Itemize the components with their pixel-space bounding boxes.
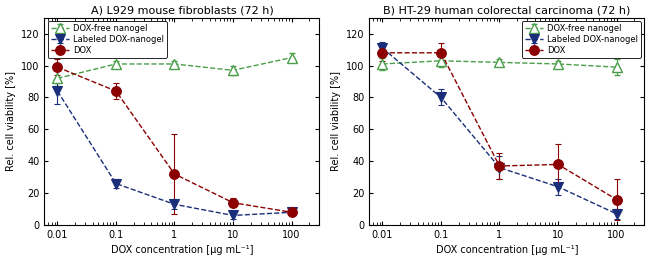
Legend: DOX-free nanogel, Labeled DOX-nanogel, DOX: DOX-free nanogel, Labeled DOX-nanogel, D… xyxy=(522,21,641,58)
Legend: DOX-free nanogel, Labeled DOX-nanogel, DOX: DOX-free nanogel, Labeled DOX-nanogel, D… xyxy=(48,21,167,58)
Title: A) L929 mouse fibroblasts (72 h): A) L929 mouse fibroblasts (72 h) xyxy=(90,5,274,16)
Y-axis label: Rel. cell viability [%]: Rel. cell viability [%] xyxy=(6,71,16,171)
Y-axis label: Rel. cell viability [%]: Rel. cell viability [%] xyxy=(331,71,341,171)
X-axis label: DOX concentration [µg mL⁻¹]: DOX concentration [µg mL⁻¹] xyxy=(111,245,254,256)
X-axis label: DOX concentration [µg mL⁻¹]: DOX concentration [µg mL⁻¹] xyxy=(436,245,578,256)
Title: B) HT-29 human colorectal carcinoma (72 h): B) HT-29 human colorectal carcinoma (72 … xyxy=(384,5,630,16)
